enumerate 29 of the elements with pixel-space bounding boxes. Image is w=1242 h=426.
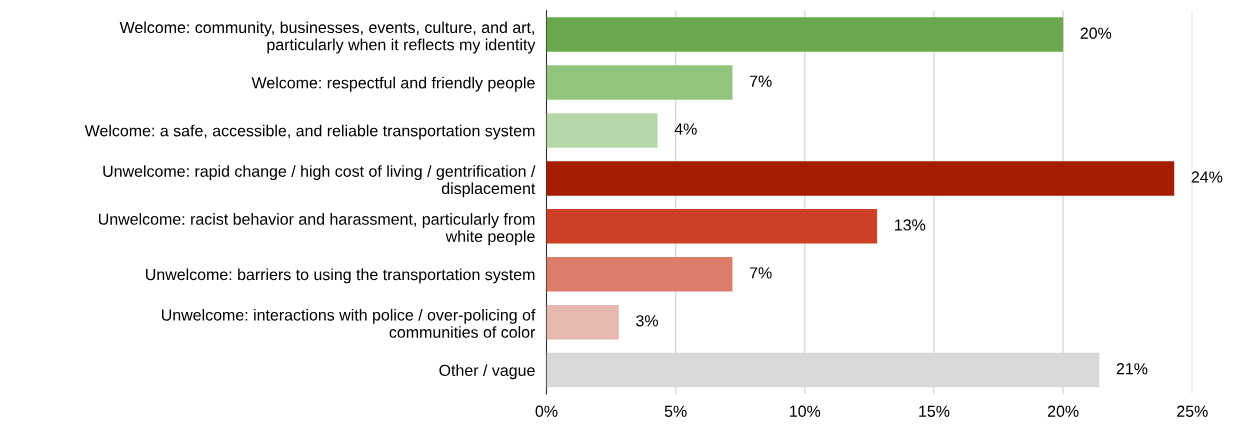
bar [546, 65, 733, 100]
y-tick-label: Unwelcome: rapid change / high cost of living / gentrification / displacement [103, 165, 536, 198]
x-tick-label: 25% [1177, 405, 1208, 417]
data-label: 20% [1080, 27, 1112, 39]
data-label: 21% [1116, 363, 1148, 375]
bar [546, 17, 1064, 52]
data-label: 24% [1191, 171, 1223, 183]
data-label: 13% [895, 219, 926, 231]
bar [546, 256, 733, 292]
y-tick-label: Unwelcome: racist behavior and harassment, particularly from white people [98, 213, 535, 246]
x-tick-label: 10% [790, 405, 821, 417]
y-tick-label: Welcome: respectful and friendly people [251, 76, 535, 92]
bar [546, 304, 619, 340]
data-label: 7% [749, 75, 772, 87]
data-label: 7% [749, 267, 772, 279]
x-tick-label: 20% [1047, 405, 1079, 417]
x-tick-label: 0% [535, 405, 558, 417]
x-tick-label: 5% [664, 405, 687, 417]
y-tick-label: Other / vague [439, 364, 535, 380]
x-tick-label: 15% [919, 405, 950, 417]
data-label: 4% [674, 123, 697, 135]
data-label: 3% [636, 315, 658, 327]
y-tick-label: Unwelcome: interactions with police / over-policing of communities of color [161, 308, 536, 338]
bar [546, 113, 658, 148]
y-tick-label: Welcome: community, businesses, events, culture, and art, particularly when it reflects my identity [119, 21, 536, 54]
y-tick-label: Welcome: a safe, accessible, and reliable transportation system [84, 124, 535, 140]
y-tick-label: Unwelcome: barriers to using the transportation system [146, 268, 535, 284]
bar [546, 161, 1175, 196]
bar [546, 209, 878, 244]
